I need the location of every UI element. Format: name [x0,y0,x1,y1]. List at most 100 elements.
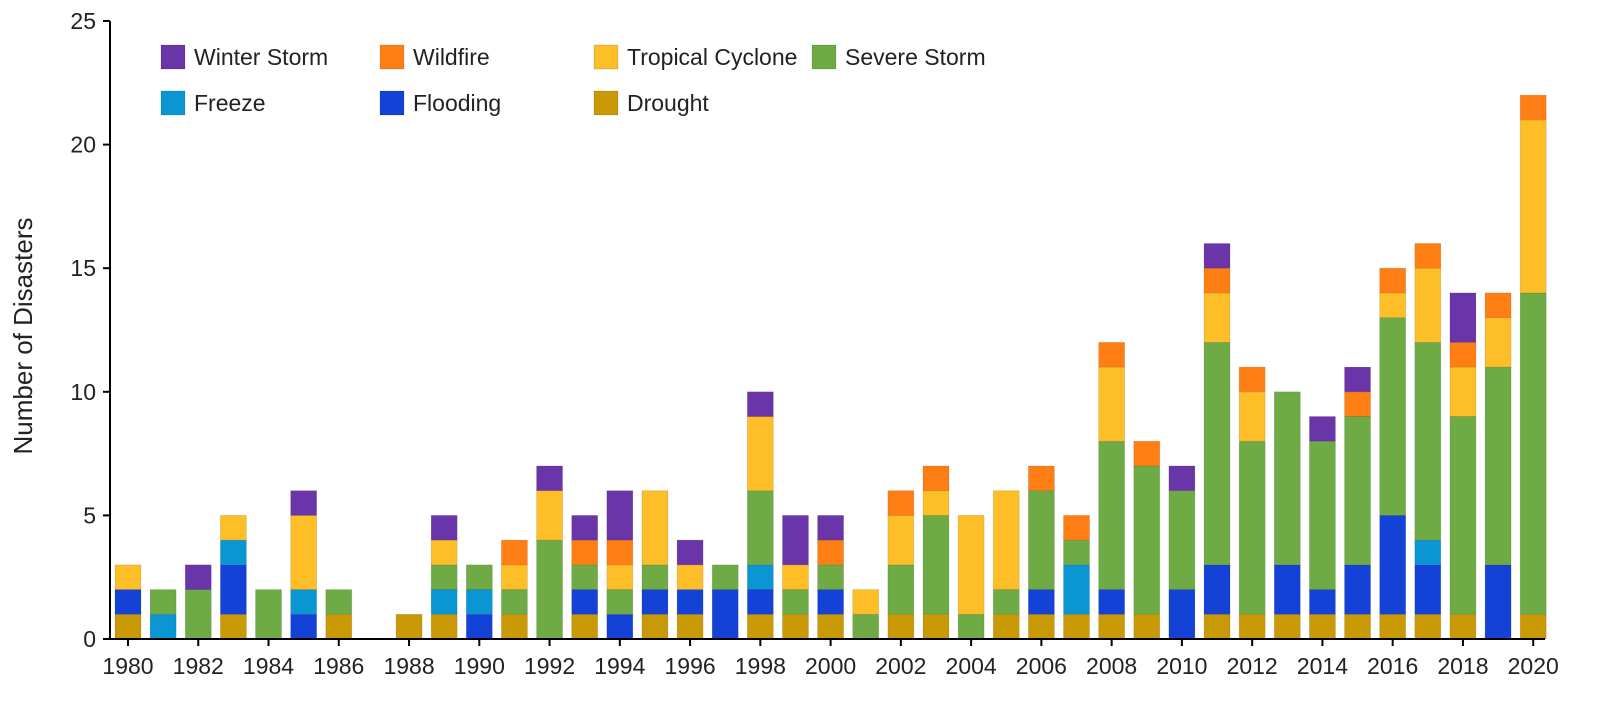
bar-segment-winter-storm [536,465,563,492]
x-tick-label: 2018 [1437,653,1488,679]
bar-segment-winter-storm [782,515,809,566]
bar-segment-drought [1449,613,1477,640]
bar-segment-severe-storm [1098,440,1126,590]
bar-segment-flooding [1203,564,1231,615]
bar-segment-drought [746,613,774,640]
bar-segment-tropical-cyclone [676,564,704,590]
legend-swatch-freeze [160,90,186,116]
bar-segment-wildfire [922,465,950,492]
bar-segment-wildfire [1344,391,1371,417]
y-ticks: 0 5 10 15 20 25 [70,8,110,652]
bar-segment-severe-storm [782,589,809,615]
x-tick-label: 1982 [173,653,224,679]
bar-segment-winter-storm [430,515,458,541]
legend-label-tropical-cyclone: Tropical Cyclone [627,44,797,70]
legend-swatch-tropical-cyclone [593,44,619,70]
bar-segment-drought [992,613,1020,640]
bar-segment-winter-storm [1309,416,1336,442]
bar-segment-wildfire [1027,465,1055,492]
bar-segment-freeze [1414,539,1442,566]
bar-segment-drought [325,613,353,640]
x-tick-label: 1986 [313,653,364,679]
bar-segment-freeze [1063,564,1090,615]
bar-segment-flooding [1309,589,1336,615]
legend-swatch-wildfire [379,44,405,70]
x-tick-label: 1994 [594,653,645,679]
x-tick-label: 1992 [524,653,575,679]
legend-swatch-severe-storm [811,44,837,70]
bar-segment-flooding [1168,589,1196,640]
bar-segment-drought [922,613,950,640]
bar-segment-severe-storm [1519,292,1547,615]
x-tick-label: 1996 [664,653,715,679]
x-tick-label: 1988 [383,653,434,679]
bar-segment-winter-storm [606,490,634,541]
bar-segment-tropical-cyclone [114,564,142,590]
bar-segment-severe-storm [1309,440,1336,590]
bar-segment-severe-storm [922,515,950,615]
bar-segment-severe-storm [1484,366,1512,566]
bar-segment-flooding [711,589,739,640]
bar-segment-winter-storm [817,515,844,541]
legend-label-drought: Drought [627,90,709,116]
x-tick-label: 2012 [1227,653,1278,679]
bar-segment-flooding [817,589,844,615]
bar-segment-freeze [430,589,458,615]
bar-segment-drought [1133,613,1161,640]
bar-segment-tropical-cyclone [1484,317,1512,368]
bar-segment-drought [430,613,458,640]
bar-segment-tropical-cyclone [1098,366,1126,442]
bar-segment-severe-storm [1449,416,1477,615]
bar-segment-drought [501,613,528,640]
bar-segment-severe-storm [1133,465,1161,615]
x-tick-label: 1984 [243,653,294,679]
legend-label-flooding: Flooding [413,90,501,116]
bar-segment-flooding [676,589,704,615]
bar-segment-wildfire [1519,94,1547,121]
bar-segment-severe-storm [817,564,844,590]
bar-segment-drought [1414,613,1442,640]
bar-segment-flooding [290,613,318,640]
bar-segment-severe-storm [1344,416,1371,566]
bar-segment-wildfire [1063,515,1090,541]
bar-segment-flooding [1414,564,1442,615]
bar-segment-severe-storm [571,564,599,590]
bar-segment-wildfire [1238,366,1266,393]
bar-segment-severe-storm [465,564,493,590]
bar-segment-tropical-cyclone [1414,267,1442,343]
bar-segment-severe-storm [1238,440,1266,615]
bar-segment-tropical-cyclone [957,515,985,615]
bar-segment-tropical-cyclone [641,490,669,566]
bar-segment-severe-storm [1063,539,1090,566]
bar-segment-severe-storm [184,589,212,640]
bar-segment-wildfire [606,539,634,566]
bar-segment-severe-storm [1414,341,1442,541]
y-tick-label: 15 [70,255,96,281]
bar-segment-tropical-cyclone [430,539,458,566]
bar-segment-severe-storm [501,589,528,615]
bar-segment-wildfire [501,539,528,566]
bar-segment-drought [641,613,669,640]
bar-segment-severe-storm [957,613,985,640]
bar-segment-wildfire [1449,341,1477,368]
bar-segment-flooding [114,589,142,615]
bar-segment-severe-storm [430,564,458,590]
bar-segment-drought [1344,613,1371,640]
bar-segment-drought [219,613,247,640]
bar-segment-tropical-cyclone [782,564,809,590]
bar-segment-severe-storm [1379,317,1407,516]
legend: Winter Storm Wildfire Tropical Cyclone Seve… [160,44,986,116]
bar-segment-severe-storm [149,589,177,615]
bar-segment-tropical-cyclone [1203,292,1231,343]
bar-segment-severe-storm [711,564,739,590]
legend-swatch-flooding [379,90,405,116]
bar-segment-severe-storm [992,589,1020,615]
bar-segment-tropical-cyclone [992,490,1020,590]
bar-segment-freeze [746,564,774,590]
bar-segment-tropical-cyclone [219,515,247,541]
bar-segment-drought [1273,613,1301,640]
bar-segment-drought [676,613,704,640]
bar-segment-tropical-cyclone [746,416,774,492]
x-tick-label: 2010 [1156,653,1207,679]
bar-segment-freeze [465,589,493,615]
